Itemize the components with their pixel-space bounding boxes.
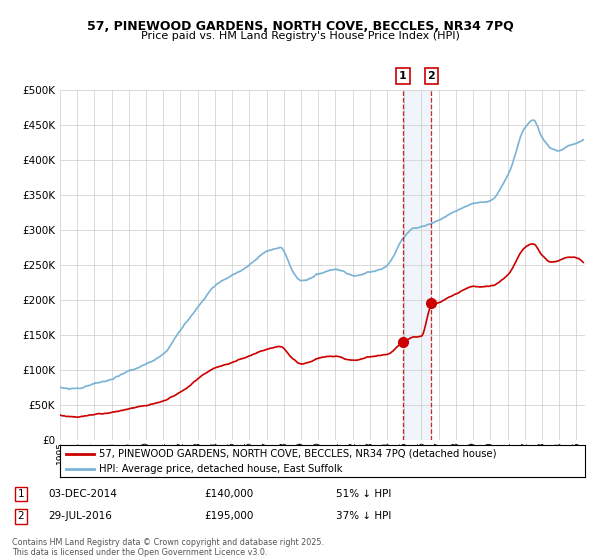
Text: 1: 1 (17, 489, 25, 499)
Text: HPI: Average price, detached house, East Suffolk: HPI: Average price, detached house, East… (100, 464, 343, 474)
Text: 51% ↓ HPI: 51% ↓ HPI (336, 489, 391, 499)
Text: Price paid vs. HM Land Registry's House Price Index (HPI): Price paid vs. HM Land Registry's House … (140, 31, 460, 41)
Text: 57, PINEWOOD GARDENS, NORTH COVE, BECCLES, NR34 7PQ: 57, PINEWOOD GARDENS, NORTH COVE, BECCLE… (86, 20, 514, 32)
Text: 1: 1 (399, 71, 407, 81)
Text: 29-JUL-2016: 29-JUL-2016 (48, 511, 112, 521)
Text: 37% ↓ HPI: 37% ↓ HPI (336, 511, 391, 521)
Text: 2: 2 (428, 71, 436, 81)
Text: 03-DEC-2014: 03-DEC-2014 (48, 489, 117, 499)
Text: £140,000: £140,000 (204, 489, 253, 499)
Text: Contains HM Land Registry data © Crown copyright and database right 2025.
This d: Contains HM Land Registry data © Crown c… (12, 538, 324, 557)
Text: 57, PINEWOOD GARDENS, NORTH COVE, BECCLES, NR34 7PQ (detached house): 57, PINEWOOD GARDENS, NORTH COVE, BECCLE… (100, 449, 497, 459)
Text: 2: 2 (17, 511, 25, 521)
Text: £195,000: £195,000 (204, 511, 253, 521)
Bar (403, 90, 431, 440)
